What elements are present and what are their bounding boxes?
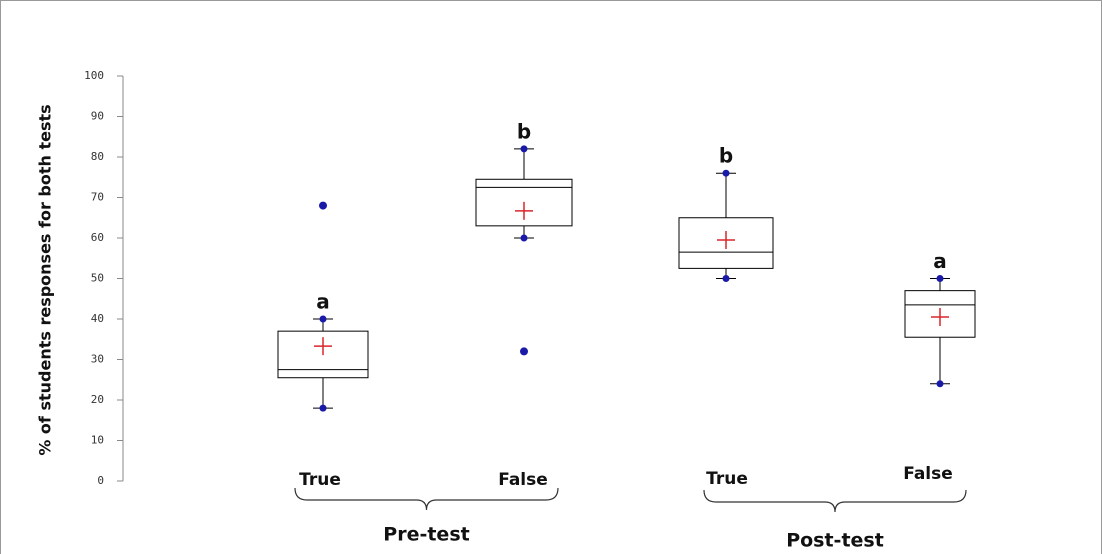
mean [314,337,332,356]
significance-label: a [316,290,330,314]
y-tick-label: 50 [91,272,104,285]
group-brace [703,489,967,513]
min-point [319,404,327,412]
group-brace [294,487,559,511]
x-tick-label: False [903,464,953,484]
y-tick-label: 60 [91,231,104,244]
y-tick-label: 0 [97,474,104,487]
min-point [936,380,944,388]
y-tick-label: 80 [91,150,104,163]
max-point [722,169,730,177]
outlier [319,201,327,210]
mean [717,231,735,250]
y-tick-label: 30 [91,353,104,366]
x-tick-label: True [706,469,748,489]
y-tick-label: 20 [91,393,104,406]
x-tick-label: True [299,470,341,490]
significance-label: a [933,249,947,273]
significance-label: b [719,144,733,168]
y-tick-label: 100 [84,69,104,82]
max-point [520,145,528,153]
max-point [936,275,944,282]
outlier [520,347,528,356]
group-label: Post-test [786,530,884,552]
mean [515,201,533,220]
group-label: Pre-test [383,524,469,546]
mean [931,307,949,326]
x-tick-label: False [498,470,548,490]
significance-label: b [517,119,531,143]
max-point [319,315,327,323]
y-tick-label: 90 [91,110,104,123]
y-tick-label: 10 [91,434,104,447]
y-tick-label: 70 [91,191,104,204]
min-point [520,234,528,242]
y-axis-label: % of students responses for both tests [36,104,55,455]
y-tick-label: 40 [91,312,104,325]
min-point [722,275,730,282]
